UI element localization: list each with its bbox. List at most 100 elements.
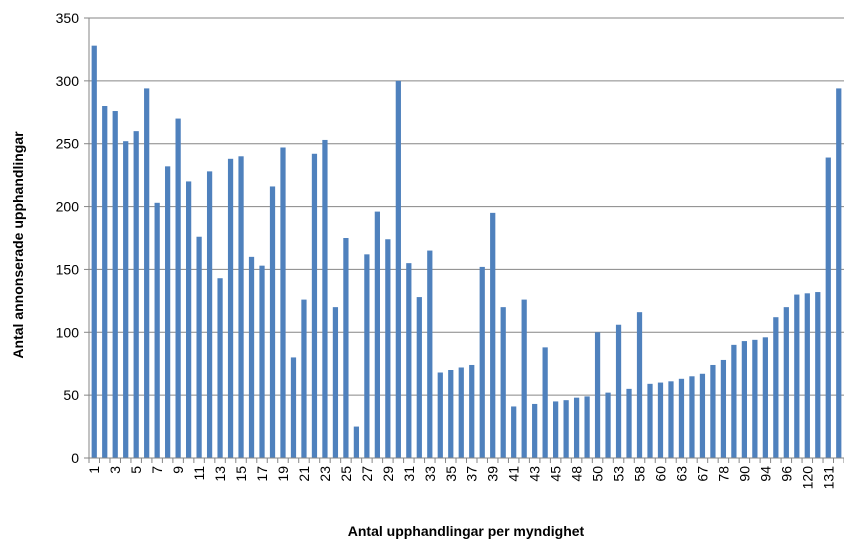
bar [584, 396, 590, 458]
bar [647, 383, 653, 458]
bar [332, 307, 339, 458]
x-tick-label: 43 [527, 466, 543, 482]
bar [437, 372, 443, 458]
bar [416, 297, 422, 458]
x-tick-label: 67 [694, 466, 710, 482]
bar [259, 265, 265, 458]
bar [196, 236, 202, 458]
bar [532, 403, 538, 458]
bar [269, 186, 276, 458]
bar [343, 238, 349, 458]
bar [836, 88, 842, 459]
bar [731, 344, 737, 458]
bar [469, 364, 475, 458]
x-tick-label: 1 [86, 466, 102, 474]
x-tick-label: 50 [590, 466, 606, 482]
bar [406, 263, 412, 458]
y-tick-label: 50 [63, 387, 79, 403]
x-tick-label: 60 [652, 466, 668, 482]
bar [322, 139, 328, 458]
bar [280, 147, 286, 459]
bar [825, 157, 831, 459]
bar [815, 292, 821, 458]
bar [364, 254, 370, 458]
axes [84, 17, 844, 463]
x-tick-label: 53 [611, 466, 627, 482]
bar [563, 400, 569, 458]
x-tick-label: 29 [380, 466, 396, 482]
bar [248, 256, 255, 458]
bar [553, 401, 559, 458]
bar [353, 426, 360, 458]
y-tick-label: 250 [56, 136, 80, 152]
bar [91, 45, 97, 458]
y-tick-label: 350 [56, 10, 80, 26]
x-tick-label: 21 [296, 466, 312, 482]
bar [678, 378, 685, 458]
bar [458, 367, 464, 458]
bar [395, 80, 401, 459]
bar [238, 156, 244, 459]
x-tick-labels: 1 3 5 7 9 11 13 15 17 19 21 23 25 27 29 31 33 35 37 39 41 43 4… [86, 466, 844, 490]
bar [636, 312, 643, 458]
bar [573, 397, 580, 458]
x-tick-label: 17 [254, 466, 270, 482]
bar [206, 171, 213, 458]
bar [794, 294, 800, 458]
bar [605, 392, 611, 458]
bar [783, 307, 789, 458]
y-tick-label: 0 [71, 450, 79, 466]
bar [144, 88, 150, 459]
x-tick-label: 35 [443, 466, 459, 482]
bar [615, 324, 622, 458]
x-tick-label: 7 [149, 466, 165, 474]
bar [773, 317, 779, 458]
x-tick-label: 120 [799, 466, 815, 490]
bar [186, 181, 192, 458]
x-tick-label: 63 [673, 466, 689, 482]
bar [511, 406, 517, 458]
x-tick-label: 27 [359, 466, 375, 482]
bar [301, 299, 307, 458]
x-tick-label: 33 [422, 466, 438, 482]
bar [165, 166, 171, 458]
bar [500, 307, 506, 458]
x-tick-label: 39 [485, 466, 501, 482]
x-tick-label: 9 [170, 466, 186, 474]
bar [626, 388, 632, 458]
y-tick-label: 200 [56, 199, 80, 215]
bar [668, 381, 674, 458]
x-tick-label: 13 [212, 466, 228, 482]
bar [290, 357, 297, 458]
x-tick-label: 239 [841, 466, 844, 490]
bar [720, 359, 727, 458]
x-tick-label: 96 [778, 466, 794, 482]
bar [752, 339, 758, 458]
bar [699, 373, 706, 458]
bar [479, 266, 485, 458]
x-tick-label: 37 [464, 466, 480, 482]
bar [102, 106, 108, 458]
x-tick-label: 94 [757, 466, 773, 482]
bar [311, 153, 318, 458]
x-tick-label: 78 [715, 466, 731, 482]
bar [217, 278, 223, 458]
x-tick-label: 58 [632, 466, 648, 482]
bar [374, 211, 380, 458]
bar [804, 293, 810, 458]
bar [657, 382, 664, 458]
x-tick-label: 5 [128, 466, 144, 474]
bar [175, 118, 181, 458]
bar [427, 250, 433, 458]
x-tick-label: 25 [338, 466, 354, 482]
bar [448, 370, 454, 458]
y-tick-labels: 0 50 100 150 200 250 300 350 [56, 10, 80, 466]
bars [91, 45, 842, 459]
bar [710, 364, 716, 458]
bar [741, 341, 747, 458]
x-tick-label: 41 [506, 466, 522, 482]
bar [385, 239, 391, 458]
x-tick-label: 45 [548, 466, 564, 482]
x-tick-label: 23 [317, 466, 333, 482]
